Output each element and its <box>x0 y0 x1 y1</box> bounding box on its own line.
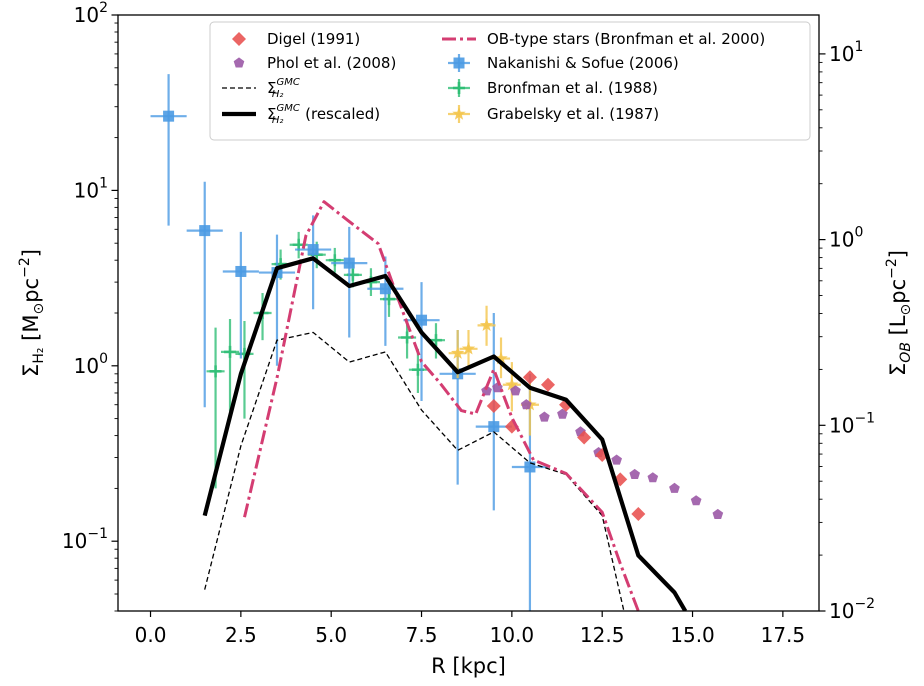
series-2-line <box>204 331 625 611</box>
series-5-marker-1 <box>199 225 211 237</box>
series-1-point-0 <box>481 385 492 396</box>
series-5-marker-2 <box>235 265 247 277</box>
series-5-point-0 <box>150 74 187 226</box>
y-left-tick-label-3: 102 <box>74 0 108 27</box>
series-7-marker-3 <box>494 351 508 365</box>
legend-marker-5 <box>453 57 465 69</box>
legend-label-4: OB-type stars (Bronfman et al. 2000) <box>487 30 765 48</box>
series-5-marker-5 <box>343 257 355 269</box>
legend-label-2: ΣGMC H₂ <box>267 77 300 100</box>
y-left-tick-label-1: 100 <box>74 351 108 378</box>
series-5-point-6 <box>367 256 404 346</box>
legend-marker-7 <box>452 107 466 120</box>
series-4-line <box>243 200 640 611</box>
legend-box <box>209 21 811 141</box>
series-5-marker-0 <box>163 110 175 122</box>
series-1-point-9 <box>629 468 640 479</box>
legend-label-1: Phol et al. (2008) <box>267 54 396 72</box>
series-3-group <box>202 256 688 611</box>
series-5-marker-10 <box>524 461 536 473</box>
legend-entry-4: OB-type stars (Bronfman et al. 2000) <box>442 30 765 48</box>
series-0-point-3 <box>540 377 555 392</box>
legend-entry-1: Phol et al. (2008) <box>233 54 396 72</box>
legend-entry-3: ΣGMC H₂ (rescaled) <box>222 103 380 126</box>
series-0-point-2 <box>522 370 537 385</box>
x-tick-label-6: 15.0 <box>670 623 715 647</box>
series-5-point-4 <box>295 215 332 310</box>
y-right-tick-label-3: 101 <box>829 39 863 66</box>
x-tick-label-5: 12.5 <box>580 623 625 647</box>
series-5-point-2 <box>222 231 259 359</box>
x-tick-label-3: 7.5 <box>406 623 438 647</box>
y-right-tick-label-0: 10−2 <box>829 596 875 623</box>
series-7-marker-1 <box>461 341 476 355</box>
series-1-point-4 <box>539 411 550 422</box>
plot-clipped <box>150 74 724 611</box>
x-tick-label-2: 5.0 <box>315 623 347 647</box>
series-5-point-1 <box>186 181 223 408</box>
series-1-point-12 <box>690 495 702 506</box>
y-left-axis-label: ΣH₂ [M⊙pc−2] <box>17 249 47 377</box>
x-tick-label-4: 10.0 <box>490 623 535 647</box>
series-6-marker-1 <box>224 345 237 358</box>
series-5-marker-9 <box>488 421 500 433</box>
legend-entry-7: Grabelsky et al. (1987) <box>448 105 659 123</box>
series-2-group <box>204 331 625 611</box>
series-6-point-1 <box>220 318 240 412</box>
y-right-tick-label-2: 100 <box>829 225 863 252</box>
series-1-point-5 <box>557 408 568 419</box>
series-4-group <box>243 200 640 611</box>
legend-label-5: Nakanishi & Sofue (2006) <box>487 54 679 72</box>
x-tick-label-1: 2.5 <box>225 623 257 647</box>
legend-label-7: Grabelsky et al. (1987) <box>487 105 659 123</box>
series-5-marker-4 <box>307 244 319 256</box>
series-0-point-8 <box>631 506 646 521</box>
series-7-marker-2 <box>479 318 494 331</box>
series-3-line <box>202 256 688 611</box>
series-0-point-0 <box>486 398 501 413</box>
series-5-marker-6 <box>379 283 391 295</box>
series-6-marker-13 <box>429 334 442 347</box>
legend-entry-0: Digel (1991) <box>232 30 360 48</box>
x-axis-label: R [kpc] <box>431 654 506 678</box>
series-1-point-8 <box>611 454 622 465</box>
series-7-point-1 <box>459 329 478 370</box>
axes: 0.0 2.5 5.0 7.5 10.0 12.5 15.0 17.5 R [kpc] 10−1 1… <box>17 0 914 678</box>
series-7-marker-0 <box>451 346 465 359</box>
legend-marker-6 <box>453 82 465 94</box>
legend-label-0: Digel (1991) <box>267 30 360 48</box>
legend-entry-2: ΣGMC H₂ <box>222 77 300 100</box>
series-6-point-0 <box>206 327 225 489</box>
legend-marker-0 <box>232 32 246 46</box>
series-7-point-2 <box>477 305 496 346</box>
series-5-point-5 <box>331 226 368 338</box>
series-1-point-13 <box>712 508 724 519</box>
series-5-point-7 <box>403 282 440 401</box>
series-5-marker-7 <box>416 314 428 326</box>
legend: Digel (1991) Phol et al. (2008) ΣGMC H₂ ΣGMC… <box>209 21 811 141</box>
series-1-point-10 <box>647 472 659 483</box>
legend-entry-6: Bronfman et al. (1988) <box>448 79 658 97</box>
y-right-tick-label-1: 10−1 <box>829 410 875 437</box>
plot-area <box>150 74 724 611</box>
y-left-tick-label-0: 10−1 <box>62 526 108 553</box>
series-1-point-11 <box>669 482 680 493</box>
legend-label-6: Bronfman et al. (1988) <box>487 79 658 97</box>
x-tick-label-0: 0.0 <box>135 623 167 647</box>
series-7-marker-4 <box>505 377 519 391</box>
series-1-point-2 <box>510 385 521 396</box>
y-left-tick-label-2: 101 <box>74 175 108 202</box>
legend-entry-5: Nakanishi & Sofue (2006) <box>448 54 679 72</box>
series-1-point-3 <box>521 399 532 410</box>
y-right-axis-label: ΣOB [L⊙pc−2] <box>884 250 914 376</box>
legend-marker-1 <box>233 57 245 68</box>
series-6-point-13 <box>426 323 446 359</box>
legend-label-3: ΣGMC H₂ (rescaled) <box>267 103 380 126</box>
series-0-point-5 <box>577 430 592 445</box>
series-6-marker-0 <box>209 365 222 378</box>
x-tick-label-7: 17.5 <box>761 623 806 647</box>
